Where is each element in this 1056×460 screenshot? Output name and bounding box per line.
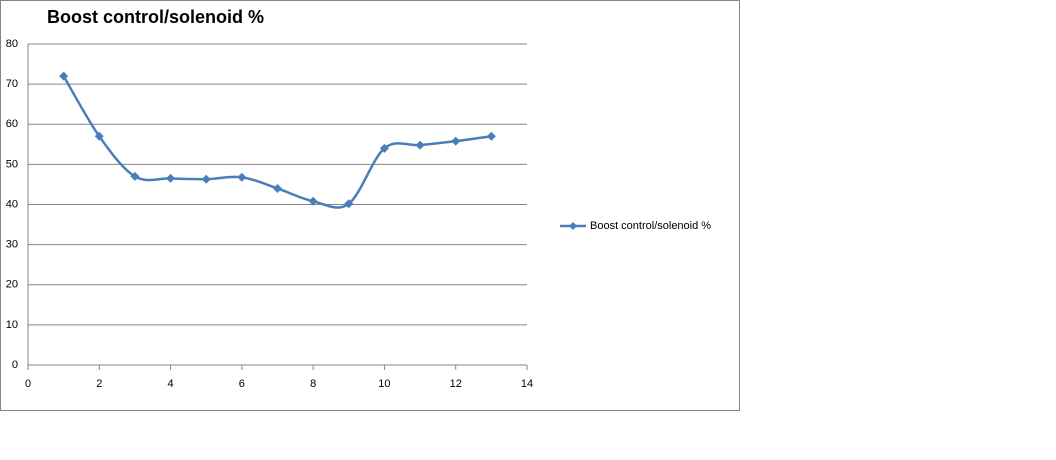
chart-frame <box>0 0 740 411</box>
x-tick-label: 2 <box>96 378 102 390</box>
x-tick-label: 8 <box>310 378 316 390</box>
data-point <box>451 136 461 146</box>
data-point <box>379 143 389 153</box>
y-tick-label: 10 <box>6 319 18 331</box>
data-point <box>130 171 140 181</box>
y-tick-label: 60 <box>6 118 18 130</box>
chart-title: Boost control/solenoid % <box>47 7 264 27</box>
y-tick-label: 30 <box>6 239 18 251</box>
data-point <box>59 71 69 81</box>
data-point <box>344 199 354 209</box>
x-tick-label: 12 <box>450 378 462 390</box>
data-point <box>237 172 247 182</box>
legend-marker <box>569 222 577 230</box>
y-tick-label: 70 <box>6 78 18 90</box>
data-point <box>201 174 211 184</box>
data-point <box>273 183 282 193</box>
x-tick-label: 0 <box>25 378 31 390</box>
x-tick-label: 10 <box>378 378 390 390</box>
y-tick-label: 0 <box>12 359 18 371</box>
data-point <box>166 173 176 183</box>
data-point <box>308 196 318 206</box>
y-tick-label: 80 <box>6 38 18 50</box>
data-point <box>486 131 496 141</box>
x-tick-label: 14 <box>521 378 533 390</box>
x-tick-label: 6 <box>239 378 245 390</box>
x-tick-label: 4 <box>168 378 174 390</box>
data-point <box>415 140 425 150</box>
y-tick-label: 40 <box>6 198 18 210</box>
y-tick-label: 50 <box>6 158 18 170</box>
legend-label: Boost control/solenoid % <box>590 220 711 232</box>
y-tick-label: 20 <box>6 279 18 291</box>
data-point <box>94 131 104 141</box>
